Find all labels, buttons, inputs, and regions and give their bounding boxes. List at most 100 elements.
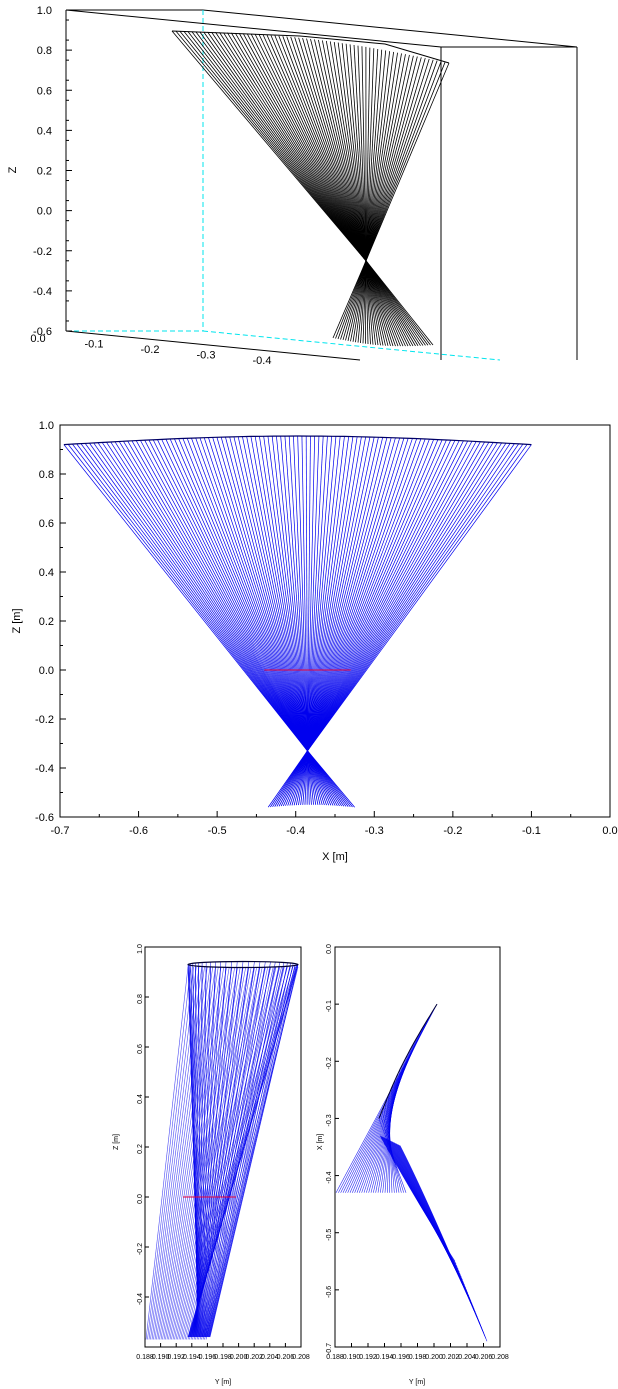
p2-upper-ray [307, 440, 456, 752]
p2-x-tick-label: -0.4 [286, 825, 305, 837]
p3-ray [187, 964, 200, 1338]
p2-upper-ray [307, 442, 490, 752]
p1-upper-ray [266, 34, 367, 261]
p1-upper-ray [365, 47, 371, 261]
p1-upper-ray [349, 44, 367, 261]
p3-y-tick-label: 0.0 [137, 1194, 144, 1204]
p1-upper-ray [242, 33, 367, 261]
p3-ray [199, 966, 288, 1340]
p3-ray [178, 966, 249, 1340]
p2-upper-ray [307, 436, 333, 751]
p2-upper-ray [271, 436, 308, 751]
p2-upper-ray [307, 436, 337, 751]
p1-lower-ray [340, 260, 367, 340]
p2-upper-ray [307, 442, 494, 752]
p2-upper-ray [307, 440, 464, 752]
p1-z-tick-label: -0.6 [33, 326, 52, 338]
p3-ray [180, 966, 252, 1340]
p1-upper-ray [306, 38, 367, 261]
p1-upper-ray [310, 38, 367, 261]
p2-upper-ray [144, 440, 308, 752]
p2-upper-ray [127, 440, 308, 752]
p2-upper-ray [307, 439, 435, 751]
p3-ray [147, 966, 192, 1340]
panel-3d: 1.00.80.60.40.20.0-0.2-0.4-0.60.0 -0.1 -0.… [7, 5, 578, 367]
p1-upper-ray [365, 62, 446, 261]
p1-upper-ray [365, 50, 387, 261]
p1-upper-ray [365, 56, 418, 261]
p2-upper-ray [276, 436, 308, 751]
p4-y-tick-label: -0.2 [326, 1057, 333, 1069]
p3-y-tick-label: -0.4 [137, 1293, 144, 1305]
p4-ray [363, 1049, 411, 1193]
p2-upper-ray [307, 436, 350, 751]
p1-upper-ray [365, 53, 402, 261]
p1-upper-ray [341, 43, 367, 261]
p4-y-label: X [m] [317, 1134, 324, 1150]
p2-upper-ray [307, 440, 451, 751]
p1-lower-ray [365, 260, 371, 345]
p1-upper-ray [365, 54, 410, 261]
p3-ray [151, 966, 200, 1340]
p3-ray [204, 966, 296, 1340]
p3-x-label: Y [m] [215, 1379, 231, 1386]
p2-upper-ray [131, 440, 308, 752]
panel-yx: 0.0-0.1-0.2-0.3-0.4-0.5-0.6-0.70.1880.19… [317, 944, 509, 1386]
p2-upper-ray [267, 436, 308, 751]
p1-upper-ray [337, 42, 367, 261]
p1-box-edge [65, 9, 442, 48]
p3-ray [162, 966, 219, 1340]
p3-ray [201, 962, 207, 1338]
p2-upper-ray [106, 441, 308, 752]
p1-upper-ray [365, 57, 422, 261]
p2-upper-ray [161, 439, 308, 751]
p1-upper-ray [199, 31, 367, 262]
p2-upper-ray [305, 436, 308, 751]
p1-z-tick-label: 0.6 [37, 85, 52, 97]
p3-ray [150, 966, 197, 1340]
p2-y-tick-label: 0.0 [39, 665, 54, 677]
p1-lower-ray [357, 260, 367, 343]
p1-upper-ray [365, 51, 391, 261]
p1-upper-ray [231, 32, 367, 261]
p2-upper-ray [307, 437, 392, 751]
p4-x-tick-label: 0.188 [326, 1354, 344, 1361]
p4-ray [399, 1145, 488, 1342]
p1-lower-ray [337, 260, 367, 340]
p2-y-tick-label: 1.0 [39, 420, 54, 432]
p1-upper-ray [298, 37, 367, 261]
p1-upper-ray [191, 31, 367, 262]
p2-upper-ray [307, 444, 532, 752]
p4-x-label: Y [m] [409, 1379, 425, 1386]
p1-upper-ray [219, 32, 367, 261]
p2-upper-ray [242, 436, 308, 751]
p1-upper-ray [286, 36, 367, 261]
p1-lower-ray [332, 260, 367, 339]
p4-y-tick-label: -0.7 [326, 1343, 333, 1355]
p1-upper-ray [223, 32, 367, 261]
p4-x-tick-label: 0.194 [376, 1354, 394, 1361]
p1-upper-ray [314, 39, 367, 261]
p1-upper-ray [365, 60, 438, 261]
p1-upper-ray [294, 37, 367, 261]
p3-ray [190, 966, 271, 1340]
p2-upper-ray [212, 437, 308, 751]
p1-upper-ray [365, 51, 394, 261]
p3-ray [163, 966, 222, 1340]
p3-ray [207, 962, 288, 1338]
p4-y-tick-label: -0.5 [326, 1229, 333, 1241]
p3-x-tick-label: 0.208 [292, 1354, 310, 1361]
p1-lower-ray [362, 260, 367, 344]
p1-upper-ray [227, 32, 367, 261]
p2-upper-ray [307, 438, 426, 751]
p3-x-tick-label: 0.188 [136, 1354, 154, 1361]
p2-y-tick-label: 0.6 [39, 518, 54, 530]
p3-ray [166, 966, 227, 1340]
p2-upper-ray [307, 437, 388, 751]
p2-upper-ray [297, 436, 308, 751]
p2-y-tick-label: 0.2 [39, 616, 54, 628]
p4-ray [366, 1053, 409, 1193]
p1-lower-ray [365, 260, 379, 346]
p1-x-tick-label: -0.1 [85, 339, 104, 351]
p2-upper-ray [307, 441, 473, 752]
